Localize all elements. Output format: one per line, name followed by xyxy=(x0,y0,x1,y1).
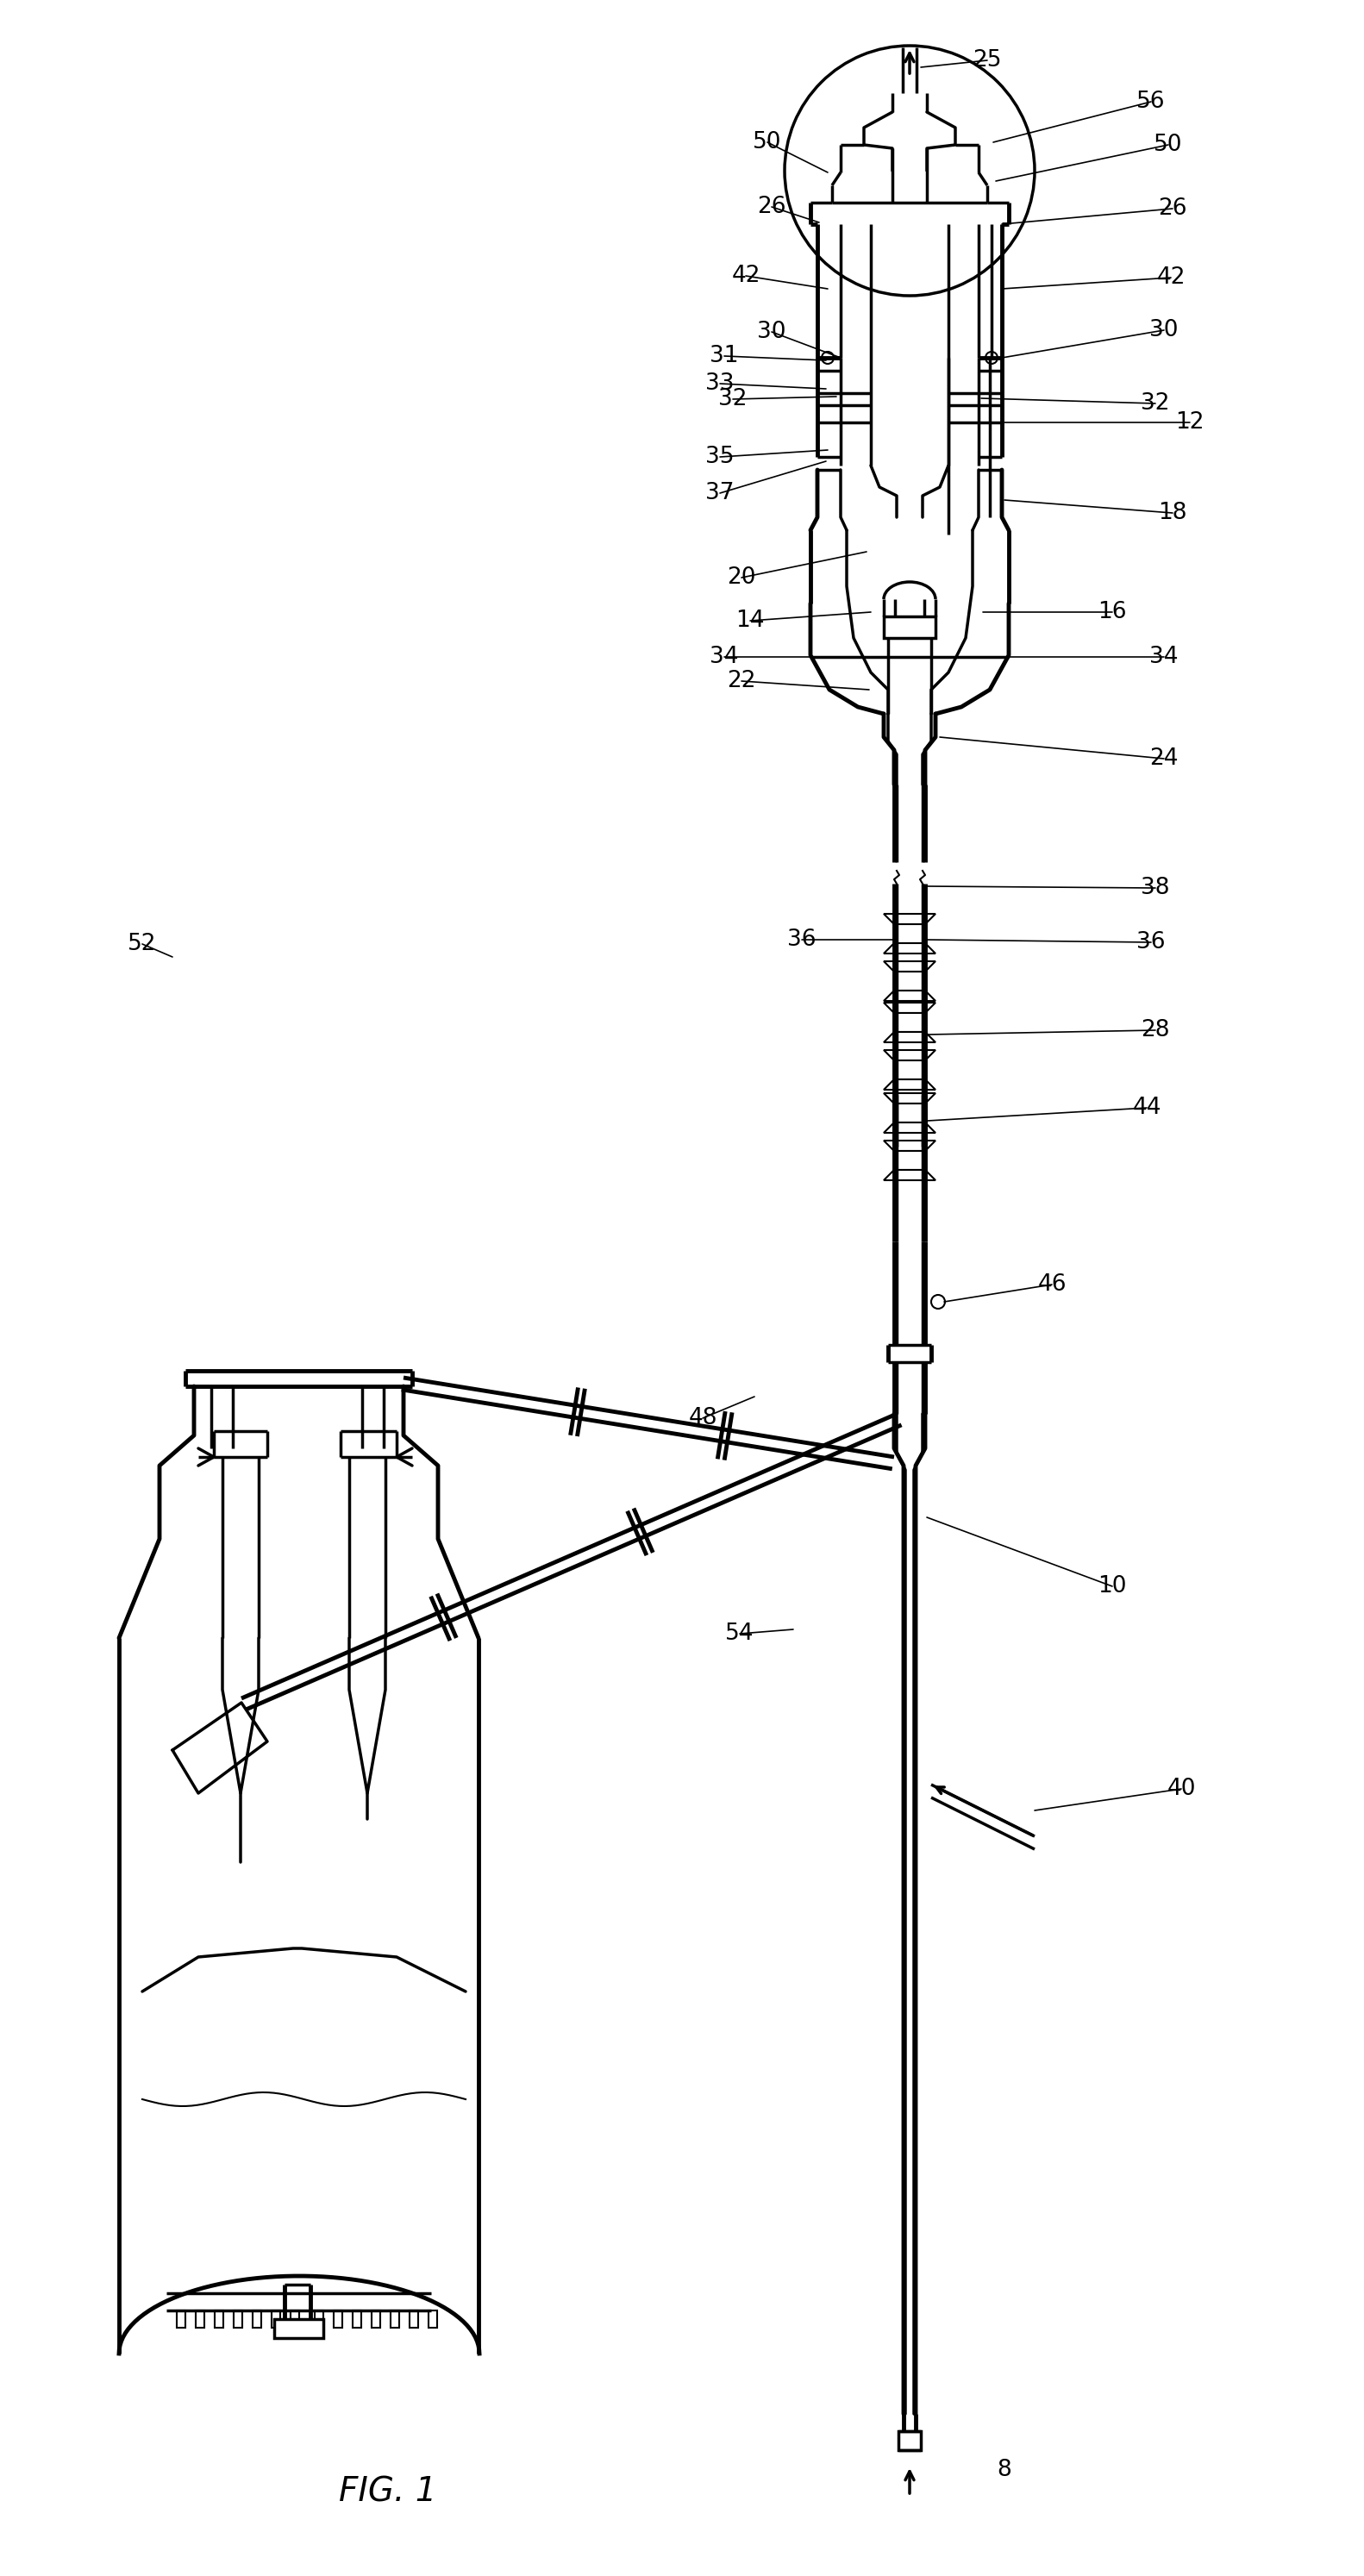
Text: 54: 54 xyxy=(726,1623,754,1646)
Polygon shape xyxy=(884,1123,936,1133)
Polygon shape xyxy=(884,1141,936,1151)
Text: 36: 36 xyxy=(787,927,816,951)
Text: 32: 32 xyxy=(719,389,747,410)
Bar xyxy=(893,1061,925,1079)
Text: 42: 42 xyxy=(731,265,760,286)
Text: 25: 25 xyxy=(973,49,1001,72)
Text: 14: 14 xyxy=(735,611,765,631)
Bar xyxy=(884,616,936,639)
Polygon shape xyxy=(884,1033,936,1043)
Circle shape xyxy=(821,353,833,363)
Bar xyxy=(252,2311,262,2329)
Bar xyxy=(893,1012,925,1033)
Bar xyxy=(334,2311,342,2329)
Text: 33: 33 xyxy=(705,374,734,394)
Text: 28: 28 xyxy=(1140,1020,1170,1041)
Bar xyxy=(195,2311,205,2329)
Bar xyxy=(271,2311,280,2329)
Polygon shape xyxy=(884,914,936,925)
Bar xyxy=(353,2311,361,2329)
Text: 40: 40 xyxy=(1166,1777,1196,1801)
Text: 22: 22 xyxy=(727,670,756,693)
Text: 56: 56 xyxy=(1136,90,1165,113)
Text: 46: 46 xyxy=(1038,1273,1067,1296)
Bar xyxy=(899,2432,921,2450)
Text: 34: 34 xyxy=(1150,647,1178,667)
Text: 42: 42 xyxy=(1157,265,1185,289)
Text: 12: 12 xyxy=(1176,412,1204,433)
Text: 50: 50 xyxy=(753,131,782,155)
Text: 38: 38 xyxy=(1140,876,1170,899)
Bar xyxy=(893,1151,925,1170)
Polygon shape xyxy=(884,1170,936,1180)
Text: 35: 35 xyxy=(705,446,734,469)
Polygon shape xyxy=(884,1002,936,1012)
Text: FIG. 1: FIG. 1 xyxy=(340,2476,436,2509)
Bar xyxy=(315,2311,323,2329)
Polygon shape xyxy=(884,943,936,953)
Text: 31: 31 xyxy=(709,345,739,368)
Polygon shape xyxy=(884,992,936,1002)
Text: 34: 34 xyxy=(709,647,739,667)
Text: 24: 24 xyxy=(1150,747,1178,770)
Bar xyxy=(274,2318,323,2339)
Text: 30: 30 xyxy=(757,319,786,343)
Bar xyxy=(893,1103,925,1123)
Polygon shape xyxy=(884,1092,936,1103)
Text: 16: 16 xyxy=(1098,600,1127,623)
Text: 50: 50 xyxy=(1154,134,1183,157)
Text: 32: 32 xyxy=(1140,392,1170,415)
Text: 10: 10 xyxy=(1098,1574,1127,1597)
Text: 8: 8 xyxy=(997,2458,1012,2481)
Bar xyxy=(428,2311,436,2329)
Bar xyxy=(214,2311,224,2329)
Bar xyxy=(291,2311,299,2329)
Text: 18: 18 xyxy=(1158,502,1187,523)
Bar xyxy=(390,2311,400,2329)
Bar xyxy=(233,2311,243,2329)
Bar xyxy=(893,925,925,943)
Bar xyxy=(177,2311,186,2329)
Polygon shape xyxy=(884,961,936,971)
Text: 26: 26 xyxy=(1158,198,1187,219)
Bar xyxy=(409,2311,419,2329)
Circle shape xyxy=(986,353,997,363)
Circle shape xyxy=(932,1296,945,1309)
Bar xyxy=(371,2311,381,2329)
Text: 36: 36 xyxy=(1136,930,1165,953)
Text: 37: 37 xyxy=(705,482,734,505)
Text: 26: 26 xyxy=(757,196,786,219)
Text: 44: 44 xyxy=(1132,1097,1161,1118)
Polygon shape xyxy=(884,1051,936,1061)
Polygon shape xyxy=(884,1079,936,1090)
Bar xyxy=(893,971,925,992)
Text: 52: 52 xyxy=(128,933,157,956)
Text: 30: 30 xyxy=(1150,319,1178,343)
Text: 48: 48 xyxy=(689,1406,717,1430)
Text: 20: 20 xyxy=(727,567,756,590)
